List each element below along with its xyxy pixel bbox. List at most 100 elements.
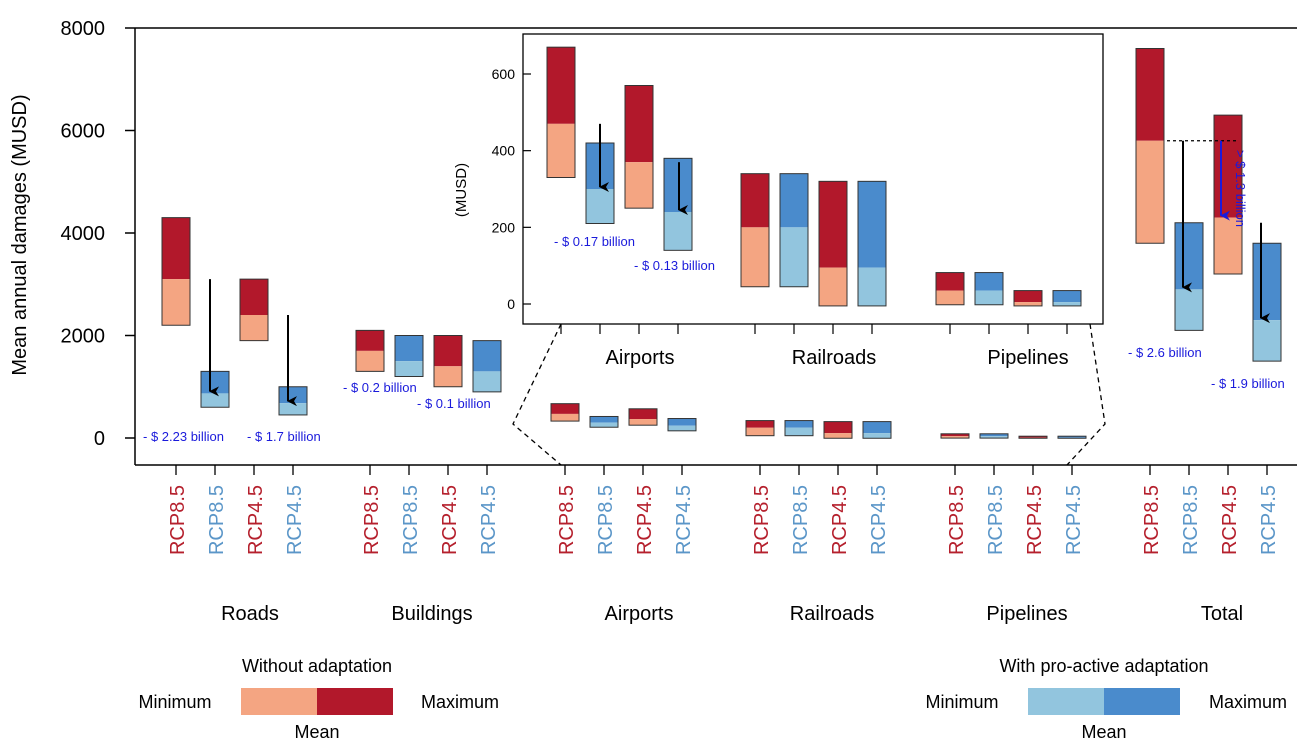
- bar-lower-segment: [858, 267, 886, 306]
- bar-outline: [935, 272, 965, 306]
- bar-lower-segment: [936, 290, 964, 305]
- bar-lower-segment: [240, 315, 268, 341]
- bar-upper-segment: [279, 386, 307, 404]
- legend: Without adaptation Minimum Maximum Mean With…: [138, 656, 1287, 740]
- bar-outline: [1174, 222, 1204, 331]
- group-label: Buildings: [391, 603, 472, 625]
- zoom-line-right: [1066, 323, 1106, 466]
- y-axis-label: Mean annual damages (MUSD): [9, 94, 31, 375]
- bar-lower-segment: [941, 436, 969, 439]
- legend-swatch-with-min: [1028, 688, 1104, 715]
- scenario-tick-label: RCP8.5: [556, 485, 578, 555]
- scenario-tick-label: RCP8.5: [790, 485, 812, 555]
- scenario-tick-label: RCP4.5: [673, 485, 695, 555]
- bar-outline: [745, 420, 775, 437]
- bar-outline: [355, 329, 385, 372]
- bar-upper-segment: [668, 418, 696, 426]
- bar-outline: [857, 180, 887, 307]
- bar-outline: [161, 217, 191, 326]
- inset-y-tick-label: 600: [492, 66, 516, 82]
- bar-outline: [394, 335, 424, 377]
- legend-max-label: Maximum: [1209, 692, 1287, 712]
- bar-lower-segment: [746, 427, 774, 436]
- scenario-tick-label: RCP8.5: [206, 485, 228, 555]
- legend-min-label: Minimum: [138, 692, 211, 712]
- bar-lower-segment: [629, 419, 657, 426]
- inset-panel: 0 200 400 600 (MUSD) Airports Railroads Pipelin…: [453, 33, 1104, 369]
- bar-lower-segment: [824, 433, 852, 439]
- x-axis-labels: RCP8.5 RCP8.5 RCP4.5 RCP4.5 Roads RCP8.5 RCP8.…: [167, 465, 1280, 625]
- zoom-line-left: [512, 323, 562, 466]
- scenario-tick-label: RCP4.5: [1258, 485, 1280, 555]
- bar-upper-segment: [629, 408, 657, 420]
- bar-upper-segment: [824, 421, 852, 434]
- scenario-tick-label: RCP4.5: [1024, 485, 1046, 555]
- y-tick-label: 6000: [61, 121, 106, 143]
- bar-outline: [433, 335, 463, 388]
- bar-lower-segment: [356, 350, 384, 372]
- legend-swatch-without-min: [241, 688, 317, 715]
- bar-upper-segment: [551, 403, 579, 414]
- bar-outline: [472, 340, 502, 393]
- bar-upper-segment: [936, 272, 964, 291]
- bar-outline: [940, 433, 970, 439]
- bar-outline: [1057, 435, 1087, 439]
- scenario-tick-label: RCP4.5: [634, 485, 656, 555]
- bar-lower-segment: [1136, 140, 1164, 244]
- bar-outline: [1018, 435, 1048, 439]
- legend-min-label: Minimum: [925, 692, 998, 712]
- bar-upper-segment: [1053, 290, 1081, 303]
- y-tick-label: 4000: [61, 223, 106, 245]
- bar-lower-segment: [201, 393, 229, 408]
- bar-lower-segment: [473, 371, 501, 392]
- y-tick-label: 2000: [61, 326, 106, 348]
- bar-upper-segment: [625, 85, 653, 163]
- savings-label: - $ 0.17 billion: [554, 234, 635, 249]
- bar-outline: [624, 85, 654, 209]
- scenario-tick-label: RCP4.5: [829, 485, 851, 555]
- bar-outline: [546, 46, 576, 178]
- savings-label: - $ 2.23 billion: [143, 429, 224, 444]
- savings-label: - $ 2.6 billion: [1128, 345, 1202, 360]
- bar-upper-segment: [975, 272, 1003, 291]
- bar-outline: [1213, 114, 1243, 275]
- bar-lower-segment: [434, 366, 462, 387]
- bar-upper-segment: [434, 335, 462, 367]
- legend-title-with: With pro-active adaptation: [999, 656, 1208, 676]
- inset-frame: [522, 33, 1104, 325]
- bar-upper-segment: [356, 330, 384, 351]
- legend-mean-label: Mean: [1081, 722, 1126, 740]
- bar-lower-segment: [625, 162, 653, 209]
- bar-upper-segment: [590, 416, 618, 423]
- bar-outline: [784, 420, 814, 437]
- inset-y-tick-label: 0: [507, 296, 515, 312]
- group-label: Airports: [605, 603, 674, 625]
- bar-outline: [823, 421, 853, 439]
- bar-upper-segment: [1214, 115, 1242, 218]
- inset-y-axis-label: (MUSD): [453, 163, 470, 217]
- bar-upper-segment: [980, 433, 1008, 437]
- bar-lower-segment: [668, 425, 696, 431]
- bar-upper-segment: [547, 47, 575, 124]
- bar-lower-segment: [1175, 289, 1203, 331]
- y-tick-label: 0: [94, 428, 105, 450]
- bar-upper-segment: [473, 340, 501, 372]
- savings-label: > $ 1.3 billion: [1233, 150, 1248, 227]
- group-label: Total: [1201, 603, 1243, 625]
- bar-upper-segment: [741, 173, 769, 228]
- scenario-tick-label: RCP8.5: [167, 485, 189, 555]
- bar-upper-segment: [780, 173, 808, 228]
- scenario-tick-label: RCP8.5: [595, 485, 617, 555]
- bar-upper-segment: [785, 420, 813, 428]
- scenario-tick-label: RCP4.5: [1063, 485, 1085, 555]
- scenario-tick-label: RCP4.5: [478, 485, 500, 555]
- group-label: Roads: [221, 603, 279, 625]
- bar-outline: [663, 157, 693, 251]
- bar-upper-segment: [1175, 222, 1203, 290]
- bar-upper-segment: [1019, 436, 1047, 438]
- bar-lower-segment: [980, 436, 1008, 439]
- bar-outline: [818, 180, 848, 307]
- bar-lower-segment: [162, 279, 190, 326]
- inset-group-label: Airports: [606, 347, 675, 369]
